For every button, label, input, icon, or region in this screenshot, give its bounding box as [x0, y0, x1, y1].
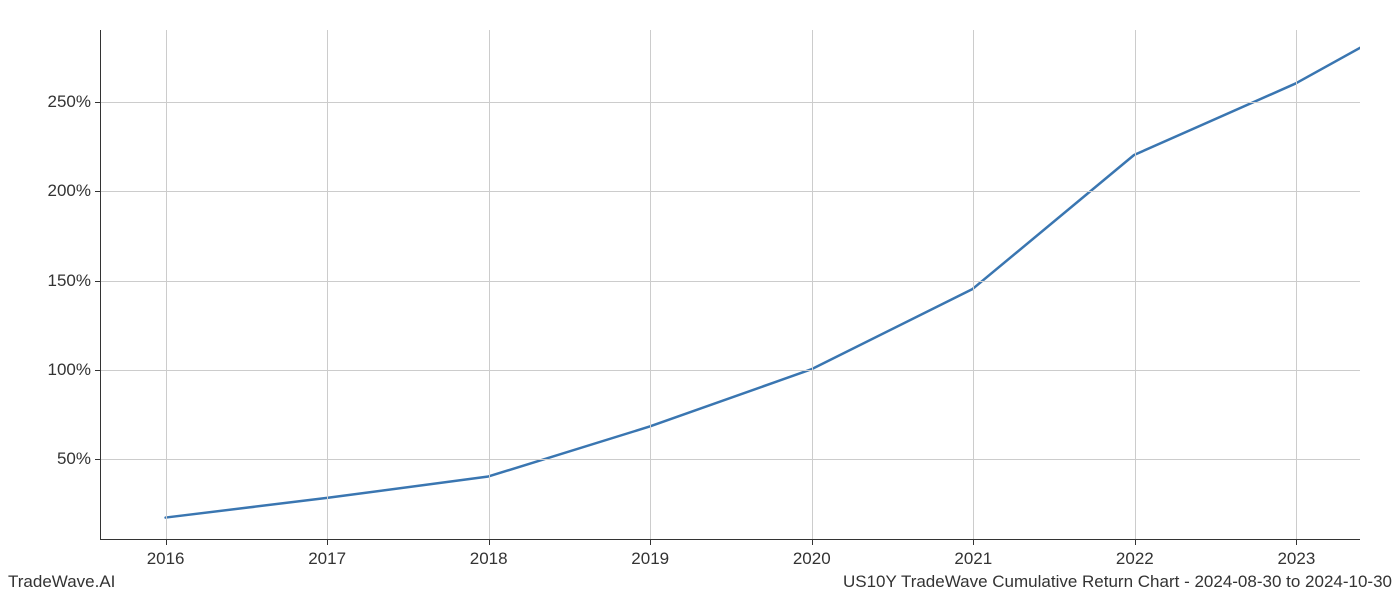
chart-line: [166, 48, 1360, 518]
grid-line-vertical: [1296, 30, 1297, 539]
chart-container: 50%100%150%200%250%201620172018201920202…: [100, 30, 1360, 540]
x-tick: [812, 539, 813, 545]
x-tick-label: 2016: [147, 549, 185, 569]
y-tick: [95, 281, 101, 282]
footer-right-label: US10Y TradeWave Cumulative Return Chart …: [843, 572, 1392, 592]
y-tick-label: 100%: [48, 360, 91, 380]
grid-line-vertical: [166, 30, 167, 539]
line-chart-svg: [101, 30, 1360, 539]
x-tick-label: 2022: [1116, 549, 1154, 569]
grid-line-vertical: [812, 30, 813, 539]
x-tick: [973, 539, 974, 545]
grid-line-vertical: [327, 30, 328, 539]
y-tick-label: 250%: [48, 92, 91, 112]
y-tick-label: 150%: [48, 271, 91, 291]
y-tick: [95, 370, 101, 371]
x-tick: [166, 539, 167, 545]
y-tick: [95, 191, 101, 192]
y-tick: [95, 102, 101, 103]
x-tick-label: 2021: [954, 549, 992, 569]
x-tick-label: 2018: [470, 549, 508, 569]
grid-line-vertical: [489, 30, 490, 539]
grid-line-horizontal: [101, 459, 1360, 460]
grid-line-vertical: [650, 30, 651, 539]
grid-line-horizontal: [101, 191, 1360, 192]
x-tick: [650, 539, 651, 545]
x-tick-label: 2017: [308, 549, 346, 569]
grid-line-horizontal: [101, 281, 1360, 282]
y-tick: [95, 459, 101, 460]
x-tick: [1296, 539, 1297, 545]
footer-left-label: TradeWave.AI: [8, 572, 115, 592]
x-tick: [1135, 539, 1136, 545]
grid-line-horizontal: [101, 370, 1360, 371]
x-tick-label: 2023: [1277, 549, 1315, 569]
grid-line-horizontal: [101, 102, 1360, 103]
x-tick: [327, 539, 328, 545]
plot-area: 50%100%150%200%250%201620172018201920202…: [100, 30, 1360, 540]
grid-line-vertical: [1135, 30, 1136, 539]
grid-line-vertical: [973, 30, 974, 539]
y-tick-label: 200%: [48, 181, 91, 201]
x-tick-label: 2020: [793, 549, 831, 569]
y-tick-label: 50%: [57, 449, 91, 469]
x-tick: [489, 539, 490, 545]
x-tick-label: 2019: [631, 549, 669, 569]
